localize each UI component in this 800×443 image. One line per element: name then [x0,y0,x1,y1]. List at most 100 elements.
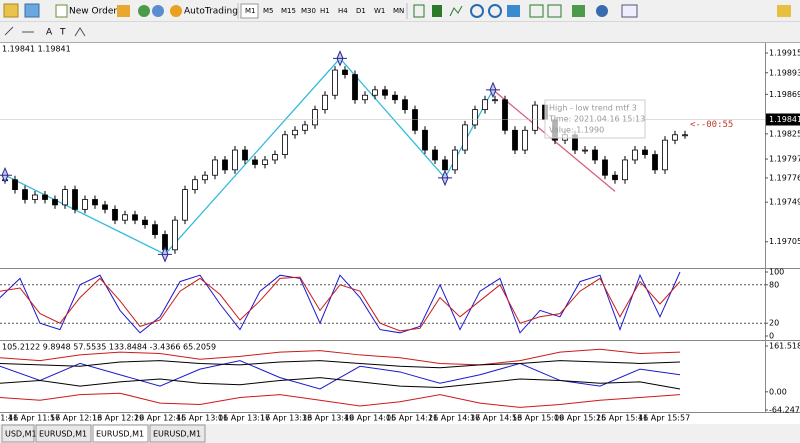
timeframe-button[interactable]: H4 [338,7,348,15]
indicator-label: 80 [769,280,779,289]
indicator-line [0,360,681,390]
icon-periods[interactable] [596,5,608,17]
current-price-box [766,113,800,126]
icon-indicators[interactable] [572,5,585,17]
chart-tab[interactable] [35,424,92,443]
candle-body [262,159,268,165]
candle-body [382,89,388,96]
chart-tab-label[interactable]: EURUSD,M1 [153,430,201,439]
candle-body [602,159,608,176]
timeframe-active [240,3,259,19]
icon-line-chart[interactable] [449,5,463,17]
time-label: 16 Apr 15:25 [554,414,606,423]
indicator-line [0,348,681,366]
icon-tile[interactable] [507,5,520,17]
chart-tab-label[interactable]: USD,M1 [5,430,37,439]
zigzag-vertex [333,50,347,67]
candle-body [462,124,468,151]
candle-body [512,129,518,151]
time-label: 16 Apr 13:01 [176,414,228,423]
time-label: 16 Apr 15:57 [638,414,690,423]
candle-body [412,109,418,131]
icon-bar-chart[interactable] [413,4,425,18]
icon-templates[interactable] [621,4,638,18]
candle-body [212,159,218,176]
timeframe-button[interactable]: H1 [320,7,330,15]
icon-autotrading[interactable] [170,5,182,17]
icon-new-order[interactable] [55,4,68,18]
candle-body [282,134,288,155]
chart-tab[interactable] [92,424,149,443]
icon-zoom-out[interactable] [488,4,502,18]
candle-body [22,189,28,200]
chart-tab[interactable] [1,424,35,443]
candle-body [222,159,228,171]
time-label: 16 Apr 13:17 [218,414,270,423]
autotrading-button[interactable]: AutoTrading [184,7,238,17]
timeframe-button[interactable]: W1 [374,7,385,15]
chart-tab-label[interactable]: EURUSD,M1 [39,430,87,439]
tooltip-line: Time: 2021.04.16 15:13 [548,115,645,124]
time-label: 16 Apr 14:53 [470,414,522,423]
candle-body [192,179,198,191]
candle-body [362,94,368,101]
candle-body [452,149,458,171]
chart-tab-label[interactable]: EURUSD,M1 [96,430,144,439]
icon-profiles[interactable] [24,3,40,18]
timeframe-button[interactable]: M5 [263,7,274,15]
new-order-button[interactable]: New Order [69,7,117,17]
time-label: 16 Apr 11:41 [0,414,18,423]
timeframe-button[interactable]: M15 [281,7,296,15]
icon-experts[interactable] [117,5,130,17]
candle-body [482,99,488,111]
label-tool[interactable]: T [59,28,66,38]
icon-market[interactable] [138,5,150,17]
indicator-header: 105.2122 9.8948 57.5535 133.8484 -3.4366… [2,343,216,352]
candle-body [102,204,108,210]
candle-body [642,149,648,155]
icon-menu[interactable] [777,5,791,17]
time-label: 16 Apr 14:21 [386,414,438,423]
indicator-label: 0 [769,332,774,341]
chart-tab[interactable] [149,424,206,443]
time-label: 16 Apr 14:37 [428,414,480,423]
icon-arrows[interactable] [74,27,86,37]
timeframe-button[interactable]: MN [393,7,404,15]
icon-signals[interactable] [152,5,164,17]
indicator-label: 100 [769,268,784,277]
candle-body [432,149,438,161]
zigzag-vertex [0,166,12,184]
candle-body [182,189,188,221]
icon-shift[interactable] [547,4,562,18]
time-label: 16 Apr 15:41 [596,414,648,423]
candle-body [122,214,128,221]
tooltip-line: Value: 1.1990 [549,126,604,135]
candle-body [502,99,508,131]
candle-body [582,149,588,152]
icon-autoscroll[interactable] [529,4,544,18]
time-label: 16 Apr 12:13 [50,414,102,423]
icon-crosshair[interactable] [4,26,14,36]
candle-body [332,69,338,96]
icon-candles[interactable] [432,5,442,17]
text-tool[interactable]: A [46,28,53,38]
candle-body [592,149,598,161]
time-label: 16 Apr 13:33 [260,414,312,423]
candle-body [442,159,448,171]
time-label: 16 Apr 11:57 [8,414,60,423]
timeframe-button[interactable]: M1 [245,7,256,15]
icon-zoom-in[interactable] [470,4,484,18]
candle-body [272,154,278,161]
bar-countdown: <--00:55 [690,120,733,130]
candle-body [292,129,298,136]
current-price-label: 1.19841 [769,115,800,124]
candle-body [402,99,408,111]
timeframe-button[interactable]: M30 [301,7,316,15]
candle-body [32,194,38,200]
candle-body [112,208,118,221]
price-label: 1.19776 [769,173,800,182]
timeframe-button[interactable]: D1 [356,7,366,15]
candle-body [172,219,178,251]
icon-new-chart[interactable] [3,3,19,18]
tooltip-line: High - low trend mtf 3 [549,104,637,113]
